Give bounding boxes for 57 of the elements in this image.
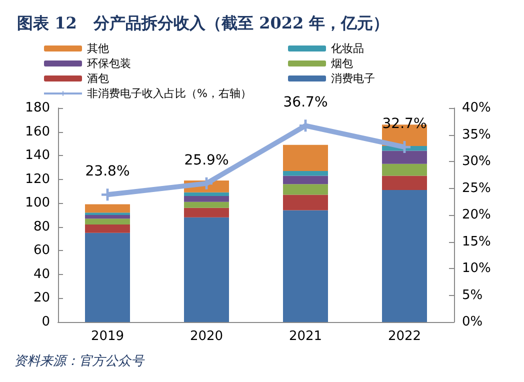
bar	[283, 210, 328, 322]
y2-tick-label: 25%	[462, 180, 491, 196]
bar	[382, 176, 427, 190]
text: 资料来源：官方公众号	[14, 353, 145, 369]
bar	[283, 194, 328, 210]
bar	[283, 144, 328, 172]
data-label: 23.8%	[85, 164, 130, 180]
bar	[85, 215, 130, 219]
legend-label: 化妆品	[331, 42, 364, 55]
y-tick-label: 160	[25, 124, 50, 140]
data-label: 36.7%	[283, 94, 328, 111]
legend-label: 其他	[87, 42, 109, 55]
legend-label: 环保包装	[87, 57, 131, 70]
bar	[184, 217, 229, 322]
bar	[382, 164, 427, 176]
y-tick-label: 40	[33, 266, 50, 282]
chart-title: 图表 12 分产品拆分收入（截至 2022 年，亿元）	[17, 14, 390, 32]
point	[398, 141, 410, 154]
legend-label: 非消费电子收入占比（%，右轴）	[87, 87, 252, 100]
y2-tick-label: 10%	[462, 261, 491, 276]
y-tick-label: 140	[25, 148, 50, 164]
bar	[283, 184, 328, 195]
y2-tick-label: 15%	[462, 234, 491, 250]
x-tick-label: 2020	[190, 329, 224, 344]
bar	[85, 204, 130, 213]
y-tick-label: 0	[42, 314, 50, 330]
y-tick-label: 80	[33, 219, 50, 234]
y2-tick-label: 5%	[462, 288, 483, 303]
y2-tick-label: 20%	[462, 208, 491, 222]
y-tick-label: 120	[25, 172, 50, 187]
bar	[85, 232, 130, 322]
y2-tick-label: 40%	[462, 100, 491, 116]
bar	[184, 208, 229, 218]
data-label: 32.7%	[382, 116, 427, 132]
x-tick-label: 2019	[90, 329, 124, 344]
bar	[382, 150, 427, 164]
legend-label: 酒包	[87, 72, 109, 85]
y-tick-label: 180	[25, 100, 50, 116]
x-tick-label: 2022	[388, 329, 422, 344]
bar	[283, 171, 328, 176]
bar	[184, 196, 229, 202]
y2-tick-label: 30%	[462, 154, 491, 169]
bar	[85, 224, 130, 233]
y2-tick-label: 35%	[462, 127, 491, 142]
x-tick-label: 2021	[288, 329, 322, 344]
data-label: 25.9%	[184, 152, 229, 168]
bar	[283, 176, 328, 184]
y-tick-label: 100	[25, 196, 50, 211]
legend-label: 烟包	[331, 57, 353, 70]
bar	[184, 202, 229, 208]
y2-tick-label: 0%	[462, 314, 483, 330]
bar	[184, 192, 229, 196]
y-tick-label: 60	[33, 243, 50, 258]
y-tick-label: 20	[33, 290, 50, 306]
legend-label: 消费电子	[331, 72, 375, 85]
bar	[85, 218, 130, 225]
bar	[382, 190, 427, 322]
